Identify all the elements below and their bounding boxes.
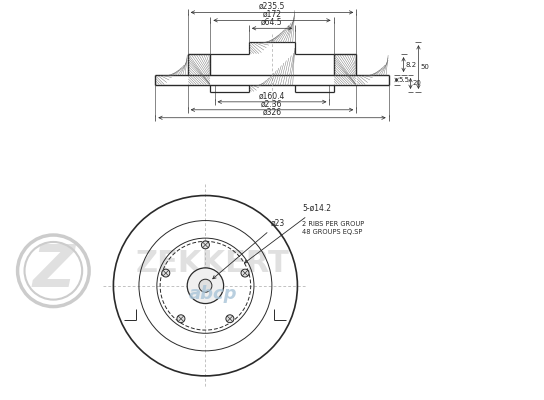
- Ellipse shape: [162, 269, 170, 277]
- Text: ø235.5: ø235.5: [259, 2, 285, 11]
- Text: ø160.4: ø160.4: [259, 91, 285, 100]
- Text: 2 RIBS PER GROUP: 2 RIBS PER GROUP: [302, 221, 364, 227]
- Text: 20: 20: [412, 80, 422, 86]
- Text: ø64.5: ø64.5: [261, 18, 283, 27]
- Ellipse shape: [187, 268, 224, 304]
- Ellipse shape: [177, 315, 185, 323]
- Text: 50: 50: [421, 64, 429, 70]
- Text: ZEKKERT: ZEKKERT: [136, 249, 289, 278]
- Ellipse shape: [241, 269, 249, 277]
- Text: ø23: ø23: [213, 219, 285, 279]
- Text: Z: Z: [32, 242, 75, 299]
- Ellipse shape: [226, 315, 234, 323]
- Text: 8.2: 8.2: [405, 62, 417, 68]
- Ellipse shape: [199, 279, 212, 292]
- Text: ø2.36: ø2.36: [261, 99, 283, 108]
- Text: 48 GROUPS EQ.SP: 48 GROUPS EQ.SP: [302, 229, 363, 235]
- Ellipse shape: [201, 241, 209, 249]
- Text: ø326: ø326: [262, 107, 282, 116]
- Text: 5-ø14.2: 5-ø14.2: [244, 204, 331, 263]
- Text: ø172: ø172: [263, 10, 281, 19]
- Text: 5.5: 5.5: [399, 77, 410, 83]
- Text: abcp: abcp: [189, 285, 238, 303]
